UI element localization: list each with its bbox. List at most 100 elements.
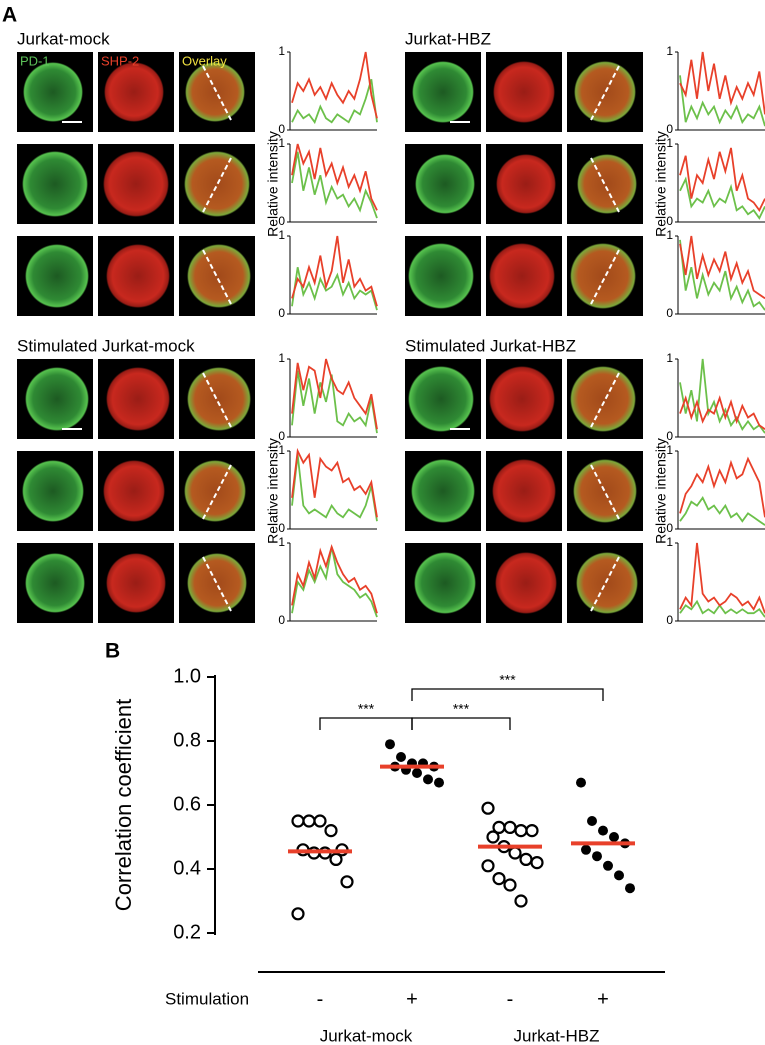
data-point <box>503 878 517 892</box>
group-title: Stimulated Jurkat-HBZ <box>405 336 576 355</box>
data-point <box>324 823 338 838</box>
data-point <box>486 830 500 844</box>
intensity-profile <box>291 358 378 430</box>
significance-label: *** <box>453 701 470 717</box>
row-label: Stimulation <box>165 989 249 1008</box>
data-point <box>329 852 343 867</box>
cell <box>412 61 474 123</box>
y-tick-label: 0 <box>666 521 673 535</box>
cell <box>411 459 475 523</box>
intensity-profile <box>291 51 378 119</box>
y-tick-label: 1 <box>666 535 673 549</box>
cell <box>22 151 88 217</box>
data-point <box>302 814 316 828</box>
data-point <box>385 739 395 750</box>
profile-line <box>590 157 620 213</box>
cell <box>25 244 89 308</box>
cell <box>23 62 83 122</box>
y-axis-label: Relative intensity <box>265 131 281 237</box>
cell <box>106 367 170 431</box>
cell <box>104 62 164 122</box>
y-tick-label: 1 <box>666 44 673 58</box>
group-label: Jurkat-HBZ <box>514 1026 600 1045</box>
intensity-profile <box>291 544 378 614</box>
data-point <box>525 823 539 838</box>
intensity-profile <box>679 75 765 127</box>
significance-bracket <box>319 717 413 730</box>
data-point <box>587 816 597 826</box>
cell <box>185 62 245 122</box>
data-point <box>412 768 422 778</box>
cell <box>570 243 636 309</box>
cell <box>25 553 85 613</box>
profile-line <box>590 556 620 612</box>
intensity-profile <box>679 542 765 614</box>
y-tick-label: 1 <box>666 351 673 365</box>
cell <box>408 366 474 432</box>
cell <box>106 244 170 308</box>
data-point <box>603 860 613 871</box>
intensity-profile <box>291 546 378 618</box>
y-tick-label: 0 <box>278 306 285 320</box>
profile-line <box>590 464 620 520</box>
data-point <box>530 855 544 870</box>
group-title: Stimulated Jurkat-mock <box>17 336 195 355</box>
cell <box>577 154 637 214</box>
y-tick-label: 0 <box>666 122 673 136</box>
data-point <box>514 894 528 908</box>
cell <box>103 460 165 522</box>
intensity-profile <box>291 151 378 219</box>
intensity-profile <box>679 395 765 430</box>
y-axis-label: Relative intensity <box>653 438 669 544</box>
data-point <box>598 825 608 836</box>
intensity-profile <box>679 235 765 300</box>
data-point <box>625 883 635 894</box>
data-point <box>423 774 433 785</box>
y-axis-label: Relative intensity <box>265 438 281 544</box>
x-tick-label: - <box>507 988 514 1010</box>
x-tick-label: + <box>597 988 609 1010</box>
y-tick-label: 1.0 <box>173 665 201 687</box>
cell <box>414 552 476 614</box>
channel-label: SHP-2 <box>101 53 139 68</box>
cell <box>496 154 556 214</box>
cell <box>570 366 636 432</box>
cell <box>187 367 251 431</box>
intensity-profile <box>291 267 378 311</box>
data-point <box>609 832 619 842</box>
y-tick-label: 0.2 <box>173 921 201 943</box>
intensity-profile <box>679 147 765 213</box>
y-axis-label: Relative intensity <box>653 131 669 237</box>
y-tick-label: 0 <box>666 306 673 320</box>
profile-line <box>202 157 232 213</box>
intensity-profile <box>291 143 378 211</box>
cell <box>489 366 555 432</box>
intensity-profile <box>291 79 378 125</box>
data-point <box>434 777 444 788</box>
y-tick-label: 0 <box>666 429 673 443</box>
data-point <box>492 871 506 886</box>
profile-line <box>202 372 232 428</box>
data-point <box>291 907 305 921</box>
intensity-profile <box>679 456 765 518</box>
cell <box>187 244 251 308</box>
cell <box>573 459 637 523</box>
intensity-profile <box>679 496 765 526</box>
y-tick-label: 0 <box>278 122 285 136</box>
data-point <box>576 777 586 788</box>
channel-label: Overlay <box>182 53 227 68</box>
group-label: Jurkat-mock <box>320 1026 413 1045</box>
group-title: Jurkat-mock <box>17 29 110 48</box>
x-tick-label: - <box>317 988 324 1010</box>
data-point <box>503 820 517 835</box>
data-point <box>514 823 528 838</box>
profile-line <box>202 556 232 612</box>
profile-line <box>202 249 232 305</box>
y-tick-label: 1 <box>666 443 673 457</box>
intensity-profile <box>291 235 378 307</box>
y-tick-label: 1 <box>666 136 673 150</box>
cell <box>408 243 474 309</box>
cell <box>25 367 89 431</box>
panel-label: A <box>2 4 17 27</box>
